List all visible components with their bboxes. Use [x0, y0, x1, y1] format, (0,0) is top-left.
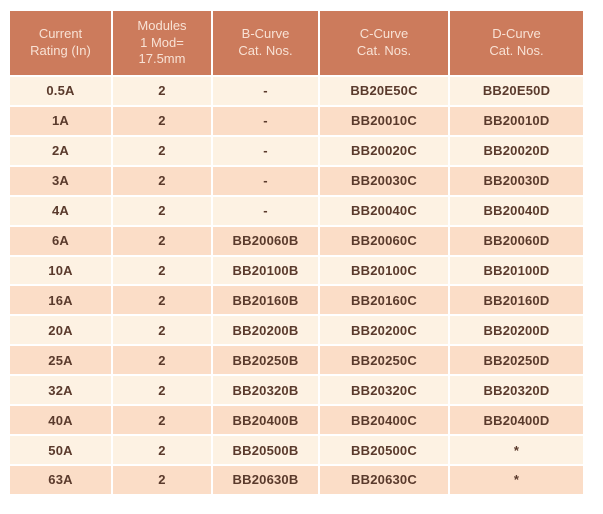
table-cell: 4A [10, 196, 111, 225]
table-cell: BB20160C [320, 286, 448, 315]
catalog-ratings-table: Current Rating (In) Modules 1 Mod= 17.5m… [10, 11, 583, 494]
table-cell: 10A [10, 256, 111, 285]
table-row: 16A 2 BB20160B BB20160C BB20160D [10, 286, 583, 315]
table-row: 50A 2 BB20500B BB20500C * [10, 436, 583, 464]
table-cell: BB20160B [213, 286, 318, 315]
table-row: 10A 2 BB20100B BB20100C BB20100D [10, 256, 583, 285]
table-cell: BB20500C [320, 436, 448, 464]
table-cell: BB20200D [450, 316, 583, 345]
table-row: 25A 2 BB20250B BB20250C BB20250D [10, 346, 583, 375]
table-cell: - [213, 166, 318, 195]
table-cell: BB20030D [450, 166, 583, 195]
table-cell: BB20320C [320, 376, 448, 405]
table-cell: 16A [10, 286, 111, 315]
table-header-row: Current Rating (In) Modules 1 Mod= 17.5m… [10, 11, 583, 75]
table-row: 6A 2 BB20060B BB20060C BB20060D [10, 226, 583, 255]
table-cell: BB20060B [213, 226, 318, 255]
table-cell: BB20020D [450, 136, 583, 165]
table-cell: * [450, 436, 583, 464]
table-cell: 40A [10, 406, 111, 435]
table-cell: BB20060D [450, 226, 583, 255]
table-cell: BB20250D [450, 346, 583, 375]
table-row: 3A 2- BB20030C BB20030D [10, 166, 583, 195]
table-row: 32A 2 BB20320B BB20320C BB20320D [10, 376, 583, 405]
table-cell: 2 [113, 136, 211, 165]
table-cell: 25A [10, 346, 111, 375]
col-header-b-curve: B-Curve Cat. Nos. [213, 11, 318, 75]
table-cell: BB20160D [450, 286, 583, 315]
table-cell: 3A [10, 166, 111, 195]
table-cell: 0.5A [10, 77, 111, 105]
table-cell: BB20020C [320, 136, 448, 165]
table-cell: - [213, 196, 318, 225]
table-cell: 2 [113, 346, 211, 375]
table-cell: BB20100C [320, 256, 448, 285]
table-cell: BB20320D [450, 376, 583, 405]
table-row: 0.5A 2- BB20E50C BB20E50D [10, 77, 583, 105]
table-cell: BB20040D [450, 196, 583, 225]
table-row: 63A 2 BB20630B BB20630C * [10, 465, 583, 494]
table-cell: BB20040C [320, 196, 448, 225]
table-cell: - [213, 106, 318, 135]
table-cell: BB20400C [320, 406, 448, 435]
table-cell: 2 [113, 166, 211, 195]
table-cell: 2 [113, 465, 211, 494]
table-cell: BB20E50D [450, 77, 583, 105]
table-row: 2A 2- BB20020C BB20020D [10, 136, 583, 165]
table-cell: 2 [113, 436, 211, 464]
table-cell: BB20100B [213, 256, 318, 285]
table-row: 20A 2 BB20200B BB20200C BB20200D [10, 316, 583, 345]
table-cell: BB20200B [213, 316, 318, 345]
table-cell: BB20400D [450, 406, 583, 435]
col-header-current-rating: Current Rating (In) [10, 11, 111, 75]
table-cell: BB20630C [320, 465, 448, 494]
table-cell: 32A [10, 376, 111, 405]
table-cell: BB20010D [450, 106, 583, 135]
table-cell: 63A [10, 465, 111, 494]
table-cell: BB20630B [213, 465, 318, 494]
table-row: 40A 2 BB20400B BB20400C BB20400D [10, 406, 583, 435]
table-cell: 2 [113, 406, 211, 435]
table-cell: BB20500B [213, 436, 318, 464]
table-cell: 20A [10, 316, 111, 345]
table-cell: BB20030C [320, 166, 448, 195]
table-cell: BB20100D [450, 256, 583, 285]
col-header-d-curve: D-Curve Cat. Nos. [450, 11, 583, 75]
table-cell: BB20E50C [320, 77, 448, 105]
table-cell: 1A [10, 106, 111, 135]
table-cell: BB20200C [320, 316, 448, 345]
table-cell: 50A [10, 436, 111, 464]
table-cell: 2 [113, 376, 211, 405]
col-header-c-curve: C-Curve Cat. Nos. [320, 11, 448, 75]
table-cell: BB20060C [320, 226, 448, 255]
table-cell: 2 [113, 77, 211, 105]
table-row: 1A 2- BB20010C BB20010D [10, 106, 583, 135]
table-cell: BB20250C [320, 346, 448, 375]
table-cell: 2 [113, 256, 211, 285]
table-cell: - [213, 136, 318, 165]
table-row: 4A 2- BB20040C BB20040D [10, 196, 583, 225]
col-header-modules: Modules 1 Mod= 17.5mm [113, 11, 211, 75]
table-cell: 2 [113, 226, 211, 255]
table-cell: 2 [113, 316, 211, 345]
table-cell: BB20250B [213, 346, 318, 375]
table-cell: BB20320B [213, 376, 318, 405]
table-cell: - [213, 77, 318, 105]
table-cell: * [450, 465, 583, 494]
table-cell: 2 [113, 106, 211, 135]
table-cell: 2 [113, 286, 211, 315]
table-cell: 2 [113, 196, 211, 225]
table-cell: 2A [10, 136, 111, 165]
table-cell: BB20010C [320, 106, 448, 135]
table-cell: BB20400B [213, 406, 318, 435]
table-cell: 6A [10, 226, 111, 255]
